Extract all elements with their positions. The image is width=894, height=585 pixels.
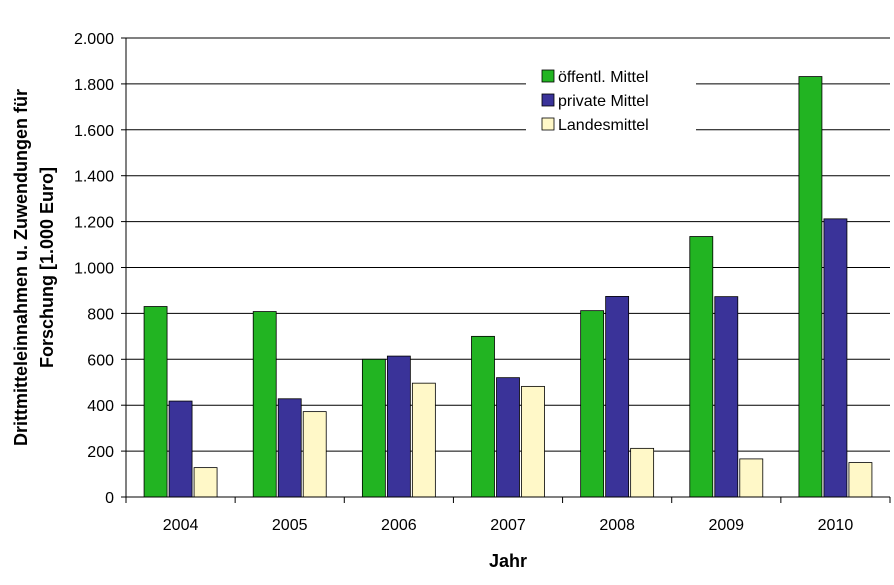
bar-2008-1 (580, 310, 605, 498)
y-tick-label: 400 (87, 398, 114, 415)
y-tick-label: 1.800 (74, 77, 114, 94)
bars (143, 76, 873, 498)
bar-2010-1 (798, 76, 823, 498)
tick-labels: 0 200 400 600 800 1.000 1.200 1.400 1.600 1.800 2.… (74, 31, 853, 534)
y-tick-label: 1.000 (74, 261, 114, 278)
x-tick-label: 2005 (272, 517, 308, 534)
y-axis-title-line1: Drittmitteleinnahmen u. Zuwendungen für (11, 89, 31, 446)
legend-label-2: private Mittel (558, 93, 649, 110)
bar-2010-3 (848, 462, 873, 498)
bar-2005-1 (252, 311, 277, 498)
bar-2004-2 (168, 400, 193, 498)
bar-2008-3 (630, 447, 655, 498)
bar-2007-2 (496, 377, 520, 498)
bar-2004-1 (143, 306, 168, 498)
x-tick-label: 2006 (381, 517, 417, 534)
y-tick-label: 1.400 (74, 169, 114, 186)
x-axis-title: Jahr (489, 551, 527, 571)
y-tick-label: 0 (105, 490, 114, 507)
y-tick-label: 1.600 (74, 123, 114, 140)
bar-2008-2 (605, 296, 630, 498)
bar-2007-1 (471, 335, 495, 498)
legend-label-1: öffentl. Mittel (558, 69, 648, 86)
bar-2009-2 (714, 296, 739, 498)
bar-2007-3 (521, 385, 545, 498)
bar-2009-3 (739, 458, 764, 498)
x-tick-label: 2004 (163, 517, 199, 534)
x-tick-label: 2007 (490, 517, 526, 534)
axes (121, 37, 891, 503)
legend-swatch-3 (541, 117, 555, 131)
bar-2005-3 (302, 411, 327, 498)
bar-2006-1 (361, 358, 386, 498)
bar-2009-1 (689, 236, 714, 498)
y-tick-label: 2.000 (74, 31, 114, 48)
legend-label-3: Landesmittel (558, 117, 649, 134)
legend-swatch-1 (541, 69, 555, 83)
bar-2010-2 (823, 218, 848, 498)
y-tick-label: 1.200 (74, 215, 114, 232)
x-tick-label: 2009 (708, 517, 744, 534)
bar-2004-3 (193, 467, 218, 498)
bar-2006-3 (411, 382, 436, 498)
y-axis-title-line2: Forschung [1.000 Euro] (37, 167, 57, 368)
bar-2005-2 (277, 398, 302, 498)
bar-2006-2 (386, 355, 411, 498)
y-tick-label: 600 (87, 352, 114, 369)
y-tick-label: 200 (87, 444, 114, 461)
legend-swatch-2 (541, 93, 555, 107)
x-tick-label: 2008 (599, 517, 635, 534)
x-tick-label: 2010 (818, 517, 854, 534)
y-tick-label: 800 (87, 306, 114, 323)
legend: öffentl. Mittel private Mittel Landesmitte… (526, 65, 696, 143)
